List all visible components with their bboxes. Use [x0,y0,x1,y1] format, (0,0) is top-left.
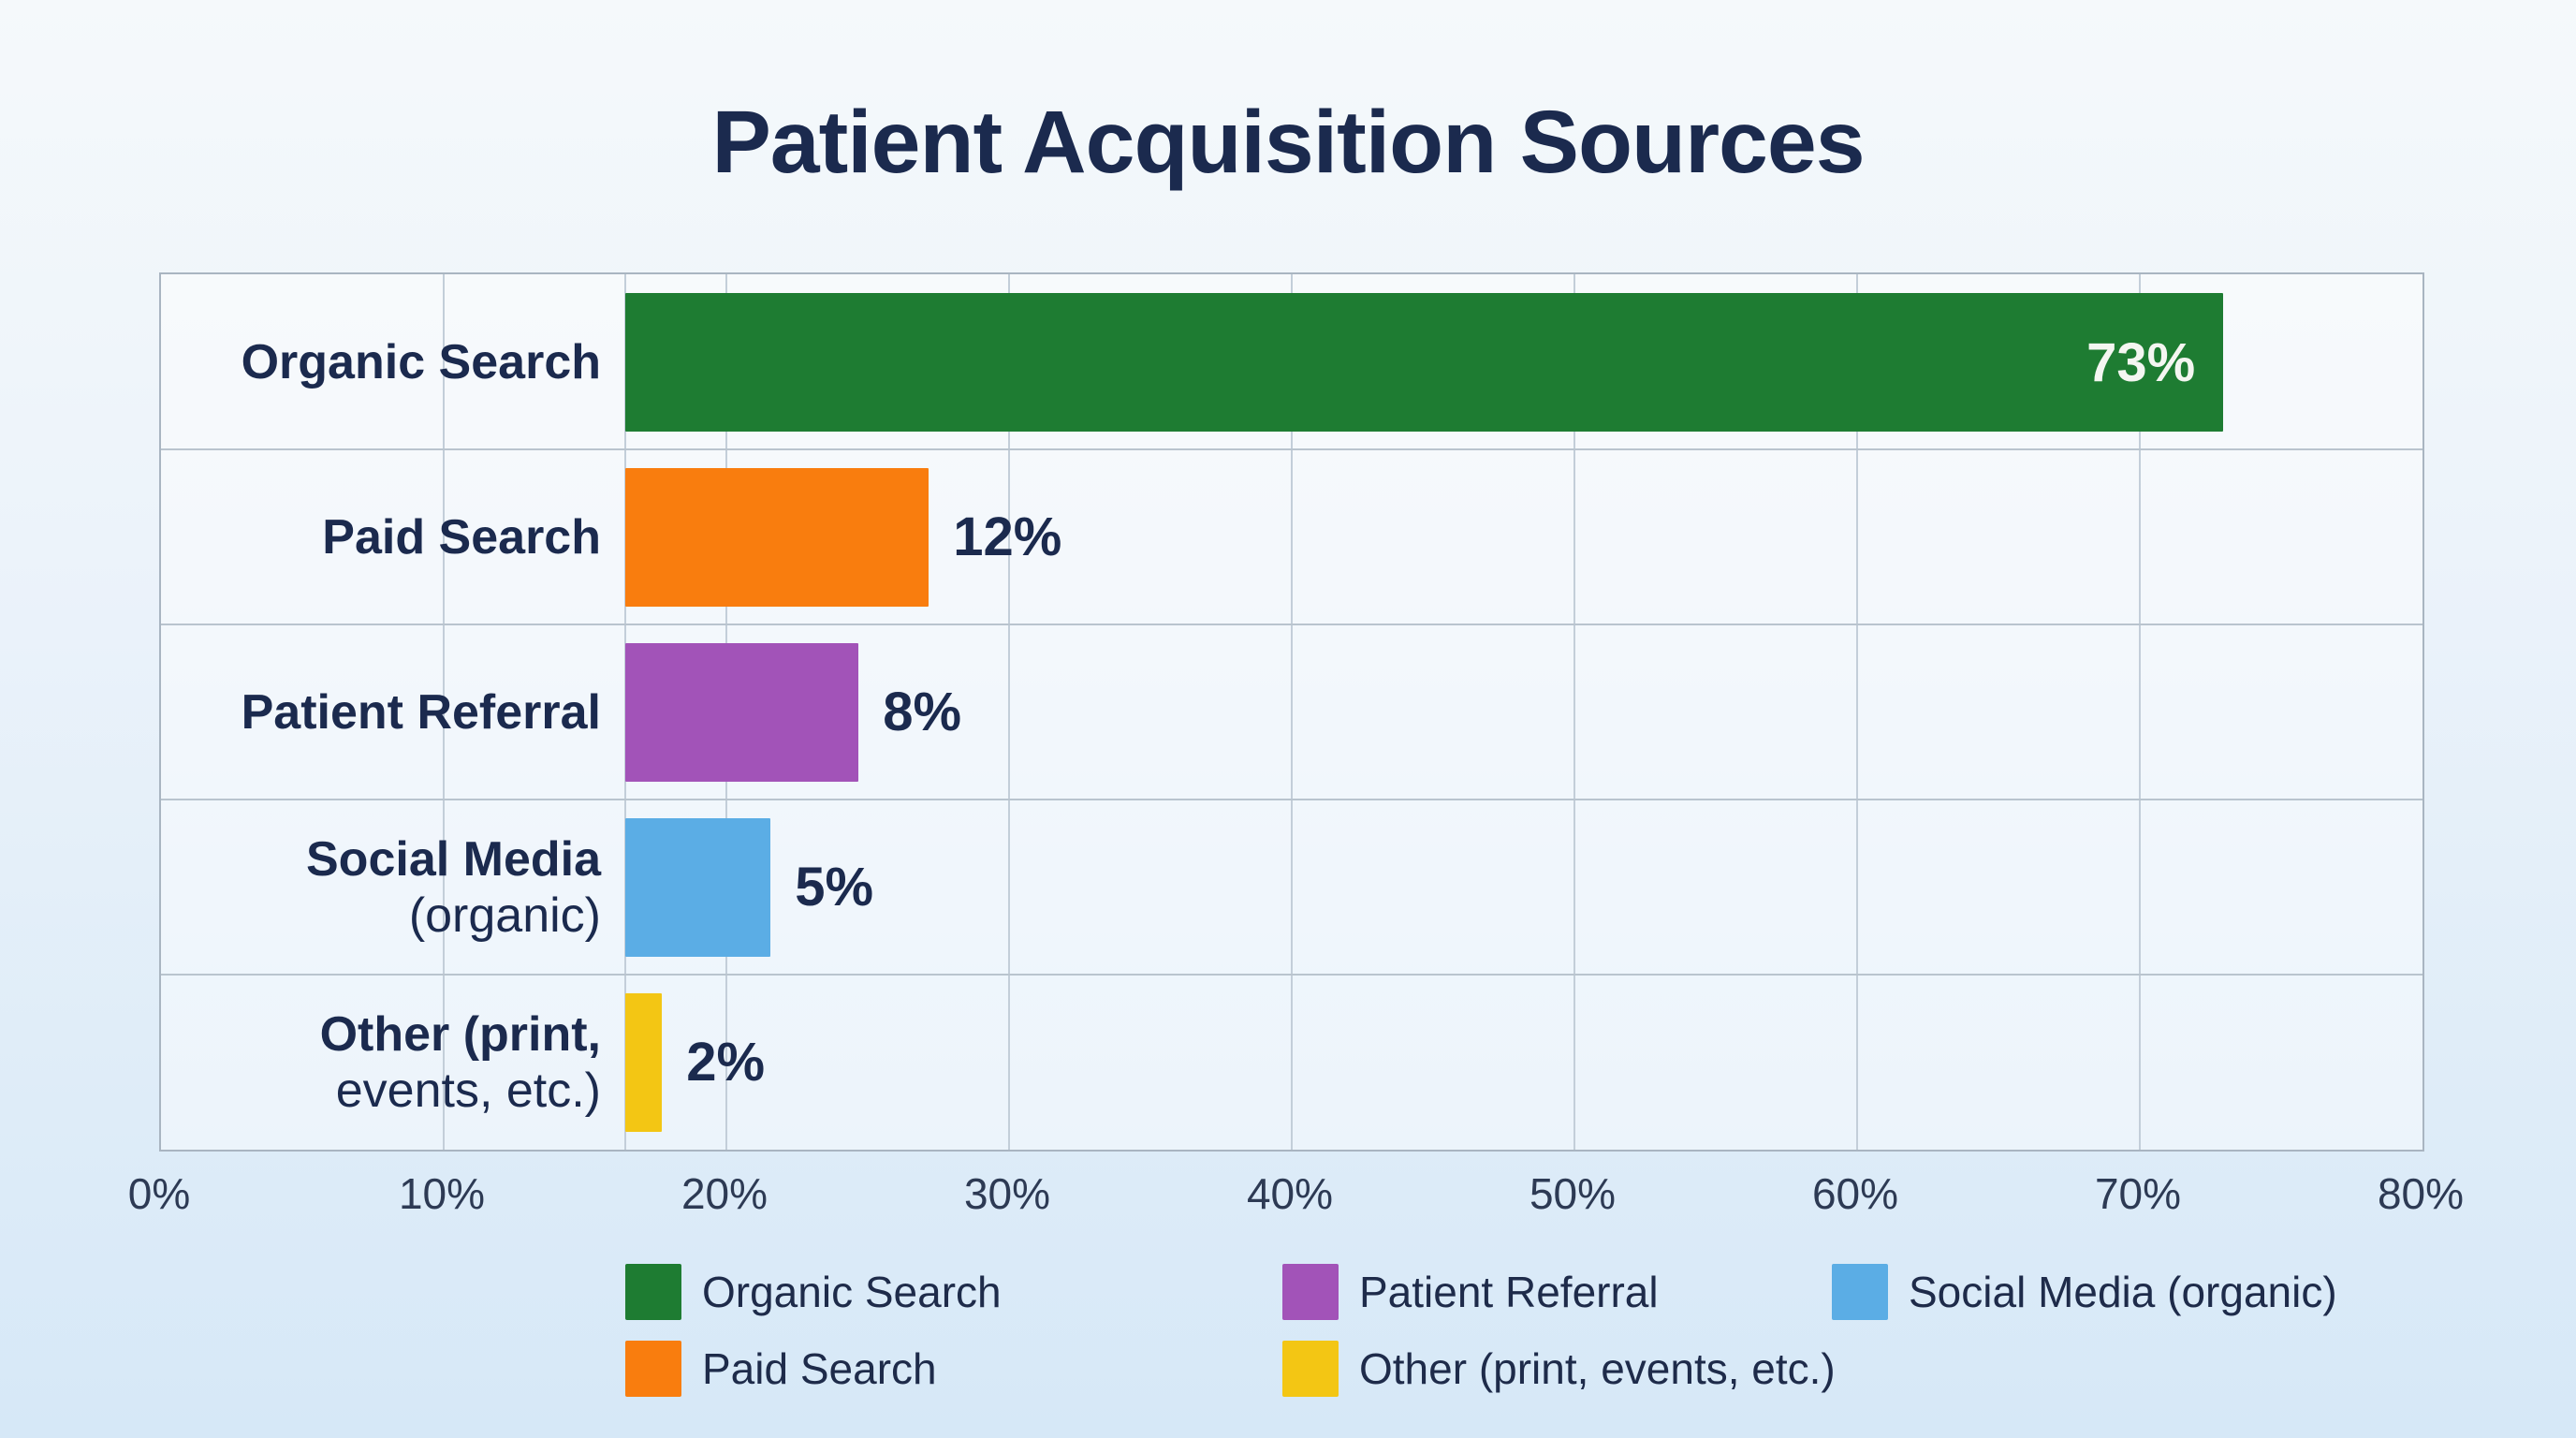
x-tick-label: 60% [1811,1169,1899,1218]
category-label-line2: (organic) [408,888,601,943]
chart-title: Patient Acquisition Sources [711,93,1865,192]
gridline-horizontal [161,799,2422,800]
legend-item: Patient Referral [1282,1264,1832,1320]
legend-item: Paid Search [625,1341,1282,1397]
category-label-paid-search: Paid Search [161,449,601,624]
x-tick-label: 0% [127,1169,191,1218]
legend-color-swatch [1282,1264,1339,1320]
bar-organic-search: 73% [625,293,2224,432]
x-tick-label: 50% [1529,1169,1617,1218]
category-label-organic-search: Organic Search [161,274,601,449]
legend: Organic Search Patient Referral Social Med… [625,1264,2337,1397]
legend-label: Patient Referral [1359,1268,1659,1316]
legend-label: Paid Search [702,1344,937,1393]
x-tick-label: 80% [2377,1169,2465,1218]
value-label-social-media: 5% [795,857,874,917]
legend-color-swatch [625,1264,681,1320]
legend-color-swatch [1282,1341,1339,1397]
legend-label: Other (print, events, etc.) [1359,1344,1836,1393]
category-label-line1: Organic Search [241,334,601,389]
gridline-horizontal [161,974,2422,976]
category-label-patient-referral: Patient Referral [161,624,601,800]
gridline-horizontal [161,448,2422,450]
chart-row-other: Other (print, events, etc.) 2% [161,975,2422,1150]
category-label-line1: Social Media [306,831,601,887]
x-tick-label: 10% [398,1169,486,1218]
chart-row-paid-search: Paid Search 12% [161,449,2422,624]
chart-row-organic-search: Organic Search 73% [161,274,2422,449]
gridline-vertical [2139,274,2141,1150]
legend-item: Organic Search [625,1264,1282,1320]
gridline-vertical [443,274,445,1150]
bar-social-media [625,818,771,957]
bar-other [625,993,663,1132]
bar-paid-search [625,468,929,607]
gridline-vertical [1008,274,1010,1150]
category-label-social-media: Social Media (organic) [161,800,601,975]
value-label-organic-search: 73% [2086,331,2196,393]
chart-row-patient-referral: Patient Referral 8% [161,624,2422,800]
legend-item: Other (print, events, etc.) [1282,1341,1836,1397]
legend-color-swatch [625,1341,681,1397]
gridline-horizontal [161,624,2422,625]
category-label-line2: events, etc.) [335,1063,601,1118]
x-tick-label: 30% [963,1169,1051,1218]
category-label-line1: Patient Referral [241,684,601,740]
legend-item: Social Media (organic) [1832,1264,2337,1320]
x-tick-label: 40% [1246,1169,1334,1218]
legend-color-swatch [1832,1264,1888,1320]
category-label-other: Other (print, events, etc.) [161,975,601,1150]
value-label-patient-referral: 8% [883,682,962,742]
gridline-vertical [1856,274,1858,1150]
gridline-vertical [1573,274,1575,1150]
category-label-line1: Paid Search [322,509,601,565]
x-tick-label: 20% [681,1169,768,1218]
value-label-paid-search: 12% [953,506,1062,567]
value-label-other: 2% [686,1032,766,1093]
gridline-vertical [1291,274,1293,1150]
plot-area: Organic Search 73% Paid Search 12% Patient R… [159,272,2424,1152]
category-label-line1: Other (print, [319,1006,601,1062]
legend-label: Organic Search [702,1268,1002,1316]
legend-label: Social Media (organic) [1909,1268,2337,1316]
x-tick-label: 70% [2094,1169,2182,1218]
bar-patient-referral [625,643,859,782]
chart-row-social-media: Social Media (organic) 5% [161,800,2422,975]
